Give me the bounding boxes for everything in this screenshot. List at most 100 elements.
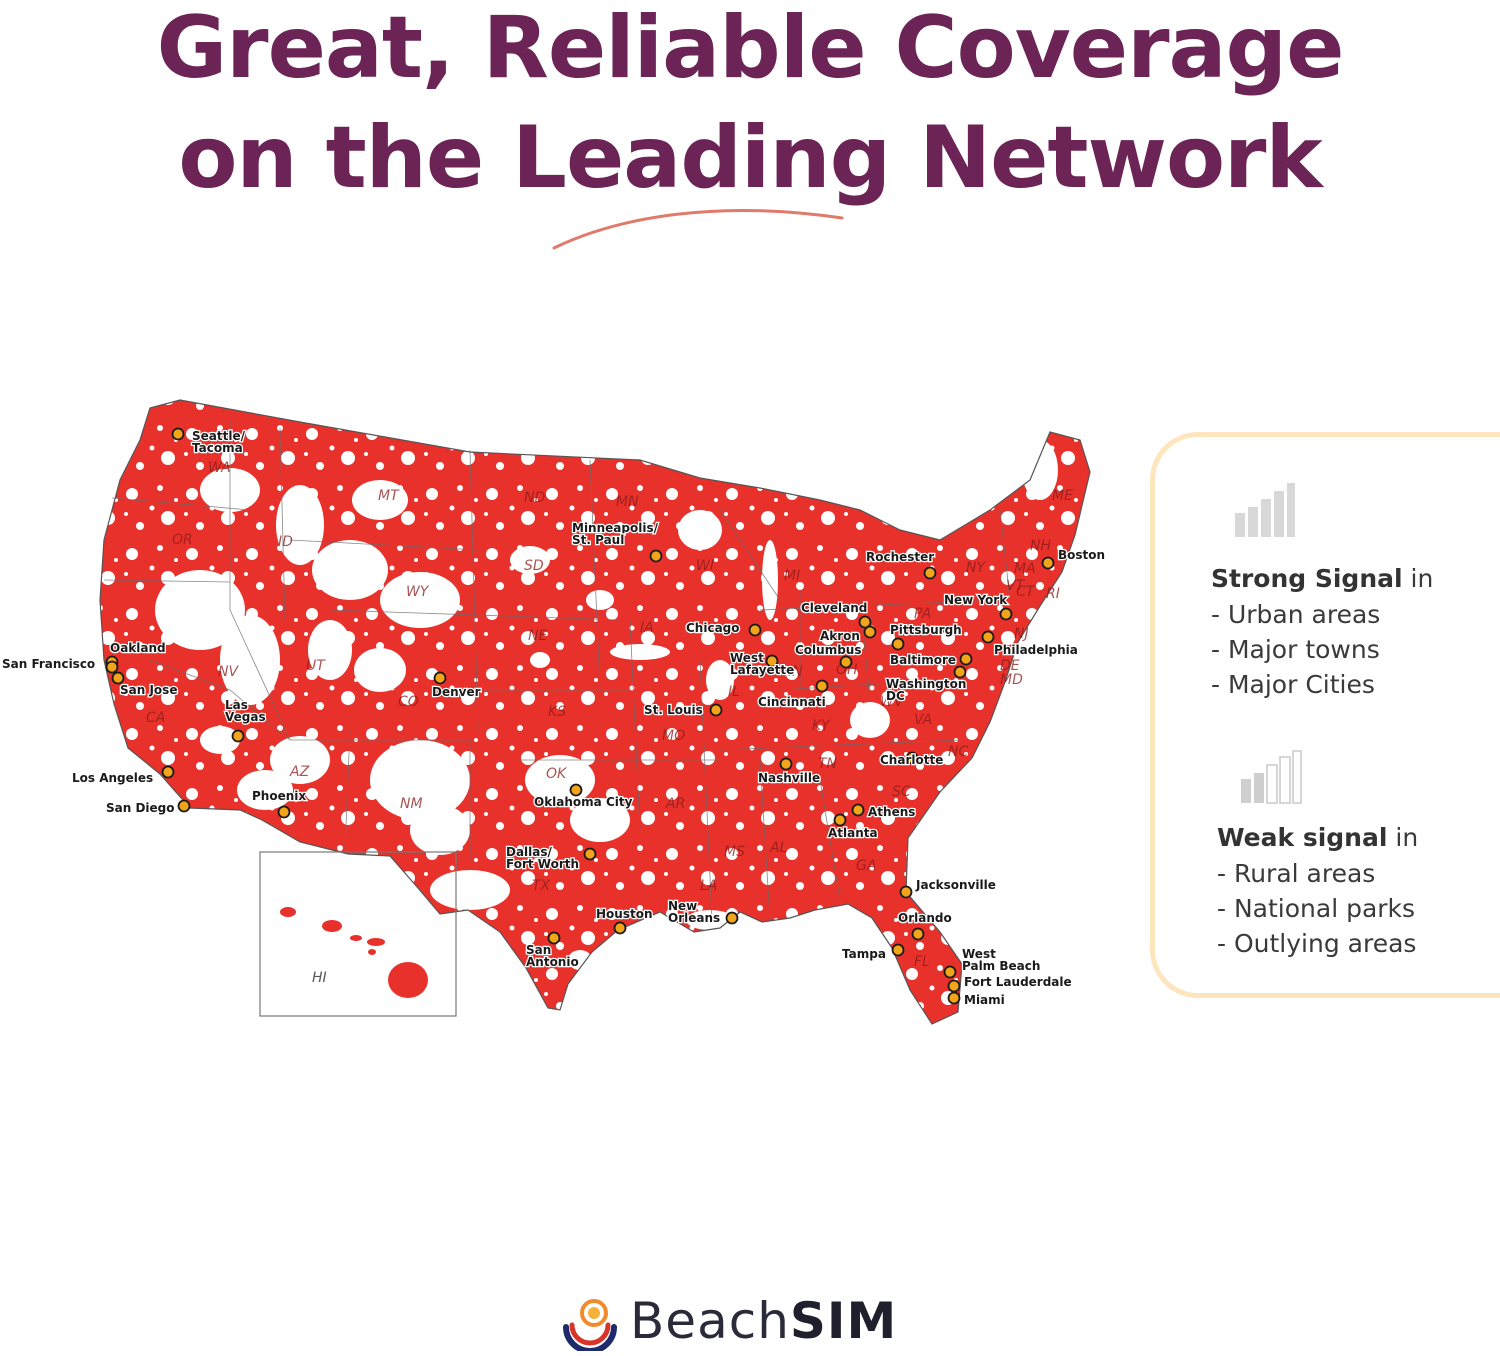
city-dot-pittsburgh [891, 637, 905, 651]
state-label-nc: NC [948, 744, 968, 760]
weak-signal-block: Weak signal in - Rural areas - National … [1217, 820, 1418, 961]
city-dot-tampa [891, 943, 905, 957]
city-label-houston: Houston [596, 907, 653, 921]
state-label-ri: RI [1046, 586, 1060, 602]
city-label-rochester: Rochester [866, 550, 934, 564]
city-label-west-palm-beach-line2: Palm Beach [962, 959, 1040, 973]
hawaii-islands [280, 907, 428, 998]
state-label-ks: KS [548, 704, 566, 720]
city-label-cincinnati: Cincinnati [758, 695, 826, 709]
city-label-washington: Washington [886, 677, 966, 691]
city-dot-west-palm-beach [943, 965, 957, 979]
city-label-san-antonio-line2: Antonio [526, 955, 579, 969]
state-label-ms: MS [724, 844, 745, 860]
weak-item-3: - Outlying areas [1217, 929, 1417, 958]
city-label-fort-lauderdale: Fort Lauderdale [964, 975, 1072, 989]
state-label-wy: WY [406, 584, 430, 600]
city-label-atlanta: Atlanta [828, 826, 878, 840]
state-label-md: MD [1000, 672, 1023, 688]
city-dot-houston [613, 921, 627, 935]
city-label-pittsburgh: Pittsburgh [890, 623, 962, 637]
weak-signal-title: Weak signal in [1217, 823, 1419, 852]
city-dot-atlanta [833, 813, 847, 827]
city-label-san-antonio: San [526, 943, 551, 957]
city-label-seattle-line2: Tacoma [192, 441, 243, 455]
city-dot-seattle [171, 427, 185, 441]
city-dot-chicago [748, 623, 762, 637]
city-label-akron: Akron [820, 629, 860, 643]
state-label-nv: NV [218, 664, 239, 680]
city-dot-columbus [839, 655, 853, 669]
city-dot-fort-lauderdale [947, 979, 961, 993]
city-dot-miami [947, 991, 961, 1005]
city-label-dallas: Dallas/ [506, 845, 553, 859]
city-label-washington-line2: DC [886, 689, 905, 703]
city-label-las-vegas-line2: Vegas [225, 710, 266, 724]
state-label-ma: MA [1014, 561, 1036, 577]
state-label-co: CO [398, 694, 419, 710]
city-dot-san-antonio [547, 931, 561, 945]
city-label-new-york: New York [944, 593, 1008, 607]
brand-name: BeachSIM [630, 1292, 898, 1350]
city-dot-denver [433, 671, 447, 685]
city-dot-los-angeles [161, 765, 175, 779]
city-dot-san-jose [111, 671, 125, 685]
city-label-jacksonville: Jacksonville [915, 878, 996, 892]
state-label-nj: NJ [1014, 626, 1029, 642]
state-label-tx: TX [532, 878, 551, 894]
state-label-ky: KY [812, 718, 831, 734]
city-label-san-diego: San Diego [106, 801, 175, 815]
state-label-ny: NY [966, 560, 986, 576]
city-label-st-louis: St. Louis [644, 703, 703, 717]
city-dot-new-orleans [725, 911, 739, 925]
city-label-boston: Boston [1058, 548, 1105, 562]
strong-signal-title: Strong Signal in [1211, 564, 1434, 593]
state-labels: WA OR ID MT ND MN WI MI SD WY NE IA NV UT CO KS CA MO IL IN… [146, 460, 1073, 986]
state-label-mi: MI [784, 568, 800, 584]
city-label-tampa: Tampa [842, 947, 886, 961]
strong-item-2: - Major towns [1211, 635, 1380, 664]
city-label-oklahoma-city: Oklahoma City [534, 795, 633, 809]
strong-item-3: - Major Cities [1211, 670, 1375, 699]
brand-logo: BeachSIM [560, 1286, 897, 1356]
city-dot-orlando [911, 927, 925, 941]
city-dot-phoenix [277, 805, 291, 819]
city-dot-baltimore [959, 652, 973, 666]
city-dot-dallas [583, 847, 597, 861]
city-label-los-angeles: Los Angeles [72, 771, 153, 785]
city-dot-philadelphia [981, 630, 995, 644]
city-dot-washington [953, 665, 967, 679]
city-label-columbus: Columbus [795, 643, 862, 657]
state-label-nm: NM [400, 796, 423, 812]
headline-line-2: on the Leading Network [178, 108, 1322, 208]
city-label-phoenix: Phoenix [252, 789, 306, 803]
strong-signal-icon [1235, 483, 1295, 537]
city-dot-jacksonville [899, 885, 913, 899]
state-label-ut: UT [306, 658, 326, 674]
state-label-in: IN [788, 664, 803, 680]
coverage-map: WA OR ID MT ND MN WI MI SD WY NE IA NV UT CO KS CA MO IL IN… [1, 399, 1106, 1025]
state-label-ia: IA [640, 620, 654, 636]
us-outline [99, 399, 1091, 1025]
state-label-ar: AR [665, 796, 685, 812]
city-label-minneapolis-line2: St. Paul [572, 533, 624, 547]
city-label-new-orleans-line2: Orleans [668, 911, 720, 925]
state-label-wa: WA [208, 460, 231, 476]
state-label-ca: CA [146, 710, 165, 726]
city-label-minneapolis: Minneapolis/ [572, 521, 659, 535]
state-label-al: AL [769, 840, 787, 856]
city-dot-akron [863, 625, 877, 639]
state-label-me: ME [1052, 488, 1073, 504]
city-dot-rochester [923, 566, 937, 580]
city-label-miami: Miami [964, 993, 1005, 1007]
city-dot-boston [1041, 556, 1055, 570]
state-label-mn: MN [616, 494, 639, 510]
city-label-philadelphia: Philadelphia [994, 643, 1078, 657]
city-label-san-francisco: San Francisco [2, 657, 95, 671]
beachsim-logo-icon [563, 1299, 617, 1351]
signal-legend: Strong Signal in - Urban areas - Major t… [1150, 432, 1500, 998]
city-label-cleveland: Cleveland [801, 601, 867, 615]
state-label-ne: NE [528, 628, 547, 644]
city-label-san-jose: San Jose [120, 683, 177, 697]
city-dot-nashville [779, 757, 793, 771]
